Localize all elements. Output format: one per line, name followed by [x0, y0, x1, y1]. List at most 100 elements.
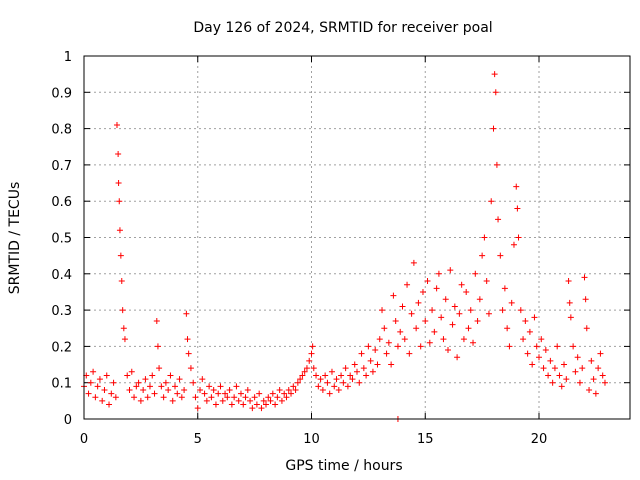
data-point — [208, 394, 215, 401]
data-point — [410, 259, 417, 266]
data-point — [492, 89, 499, 96]
data-point — [590, 376, 597, 383]
data-point — [381, 325, 388, 332]
data-point — [274, 394, 281, 401]
data-point — [106, 401, 113, 408]
data-point — [463, 288, 470, 295]
data-point — [467, 307, 474, 314]
data-point — [253, 401, 260, 408]
data-point — [151, 390, 158, 397]
data-point — [288, 390, 295, 397]
data-point — [303, 365, 310, 372]
data-point — [545, 372, 552, 379]
data-point — [113, 121, 120, 128]
data-point — [540, 365, 547, 372]
data-point — [592, 390, 599, 397]
data-point — [156, 365, 163, 372]
data-point — [172, 383, 178, 390]
data-point — [226, 386, 233, 393]
data-point — [424, 278, 431, 285]
data-point — [586, 386, 593, 393]
data-point — [192, 394, 199, 401]
data-point — [363, 372, 370, 379]
plot-frame — [83, 55, 631, 420]
data-point — [165, 386, 172, 393]
data-point — [126, 386, 133, 393]
data-point — [514, 205, 521, 212]
data-point — [504, 325, 511, 332]
data-point — [597, 350, 604, 357]
y-tick-label: 0.7 — [51, 159, 72, 174]
data-point — [110, 379, 117, 386]
data-point — [583, 325, 590, 332]
data-point — [510, 241, 517, 248]
data-point — [137, 397, 144, 404]
data-point — [184, 336, 191, 343]
data-point — [228, 401, 235, 408]
data-point — [404, 281, 411, 288]
data-point — [479, 252, 486, 259]
y-tick-label: 0.4 — [51, 268, 72, 283]
data-point — [526, 328, 533, 335]
data-point — [140, 386, 147, 393]
data-point — [536, 354, 542, 361]
data-point — [485, 310, 492, 317]
data-point — [116, 198, 123, 205]
data-point — [333, 376, 340, 383]
data-point — [94, 383, 101, 390]
data-point — [272, 401, 279, 408]
data-point — [551, 365, 558, 372]
data-point — [131, 394, 138, 401]
data-point — [96, 376, 103, 383]
data-point — [566, 299, 573, 306]
data-point — [401, 336, 408, 343]
data-point — [92, 394, 99, 401]
data-point — [556, 372, 563, 379]
y-tick-label: 0.6 — [51, 195, 72, 210]
data-point — [347, 372, 354, 379]
data-point — [178, 394, 185, 401]
data-point — [581, 274, 588, 281]
data-point — [524, 350, 531, 357]
data-point — [533, 343, 540, 350]
data-point — [224, 394, 231, 401]
data-point — [269, 390, 276, 397]
data-point — [517, 307, 524, 314]
data-point — [142, 376, 149, 383]
data-point — [558, 383, 565, 390]
data-point — [565, 278, 572, 285]
data-point — [117, 252, 124, 259]
data-point — [219, 397, 226, 404]
data-point — [390, 292, 397, 299]
data-point — [181, 386, 188, 393]
data-point — [490, 125, 497, 132]
data-point — [167, 372, 174, 379]
data-point — [547, 357, 554, 364]
y-tick-label: 0.3 — [51, 304, 72, 319]
data-point — [222, 390, 229, 397]
data-point — [392, 317, 399, 324]
data-point — [435, 270, 442, 277]
data-point — [297, 376, 304, 383]
data-point — [476, 296, 483, 303]
data-point — [445, 347, 451, 354]
data-point — [260, 397, 267, 404]
data-point — [385, 339, 392, 346]
data-point — [417, 343, 424, 350]
data-point — [217, 383, 224, 390]
data-point — [183, 310, 190, 317]
data-point — [309, 343, 316, 350]
x-tick-label: 15 — [417, 432, 434, 447]
data-point — [376, 336, 383, 343]
data-point — [349, 376, 356, 383]
data-point — [372, 347, 379, 354]
data-point — [99, 397, 106, 404]
y-tick-label: 0 — [64, 413, 72, 428]
data-point — [265, 394, 272, 401]
data-point — [281, 390, 288, 397]
data-point — [146, 383, 153, 390]
data-point — [522, 317, 529, 324]
data-point — [520, 336, 527, 343]
data-point — [456, 310, 463, 317]
data-point — [328, 368, 335, 375]
